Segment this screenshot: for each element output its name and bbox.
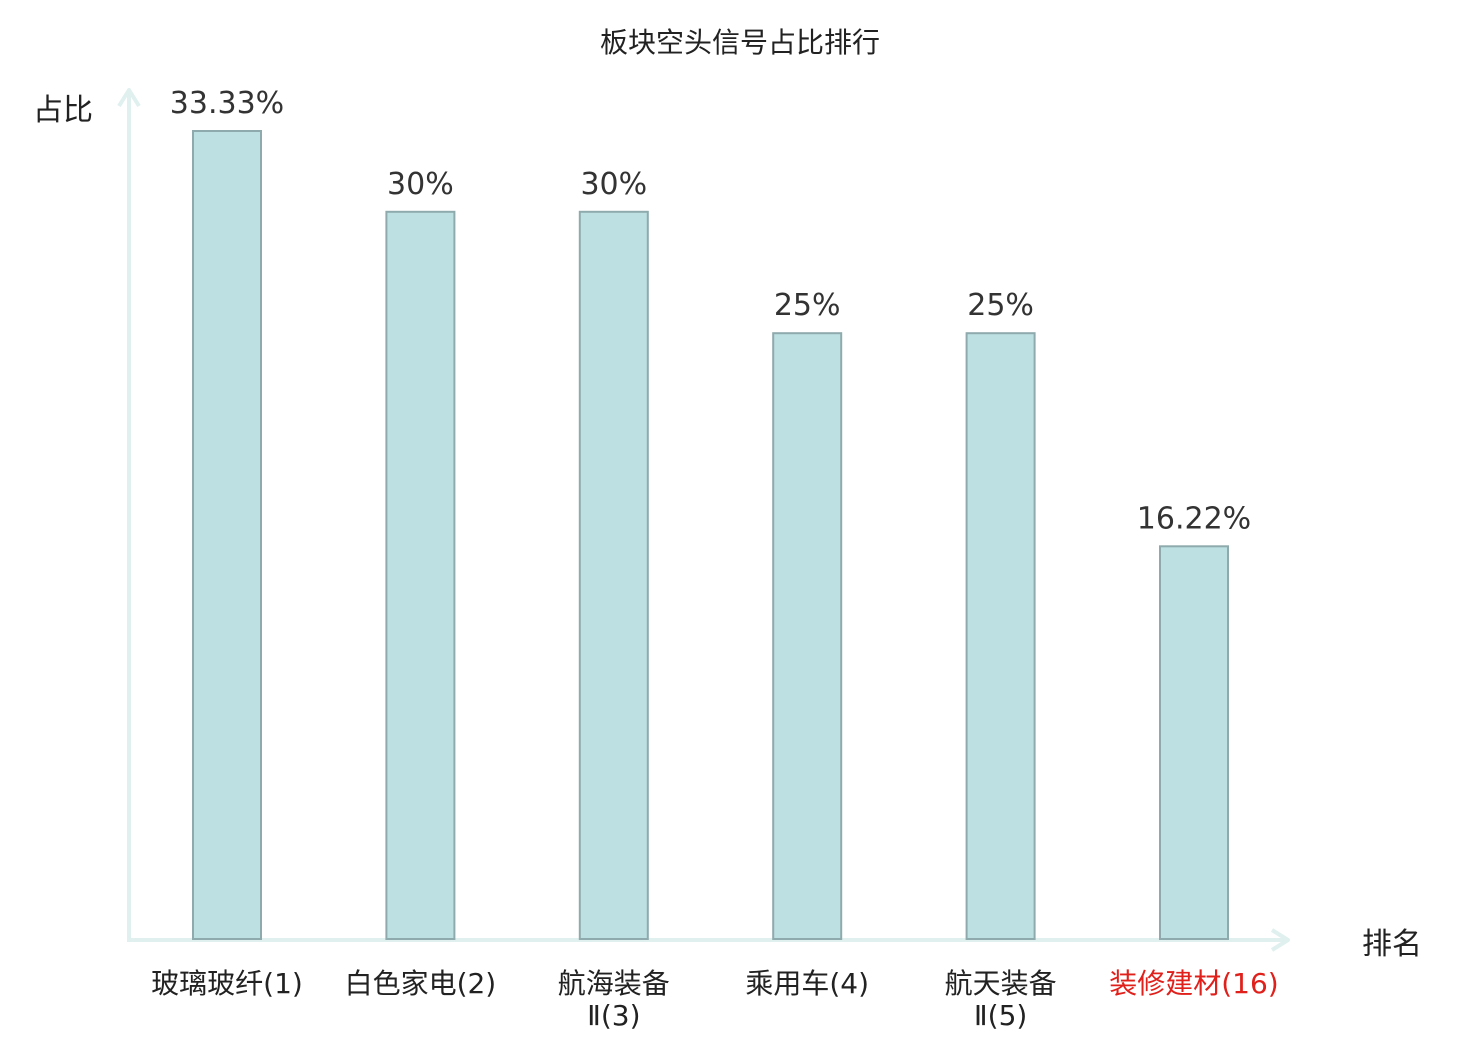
bar-5 [965,332,1036,940]
category-label-5-line-1: 航天装备 [945,967,1057,1000]
value-label-2: 30% [387,167,454,202]
y-axis-label: 占比 [33,93,93,128]
y-axis-arrow [117,88,141,108]
category-label-6: 装修建材(16) [1109,967,1278,1000]
category-label-3-line-1: 航海装备 [558,967,670,1000]
value-label-3: 30% [580,167,647,202]
category-label-5-line-2: Ⅱ(5) [974,999,1027,1032]
value-label-6: 16.22% [1137,501,1251,536]
value-labels-group: 33.33% 30% 30% 25% 25% 16.22% [170,86,1251,536]
bar-3 [578,210,649,941]
category-label-1: 玻璃玻纤(1) [151,967,303,1000]
x-axis-label: 排名 [1362,927,1422,962]
bars-group [192,130,1229,941]
category-label-2: 白色家电(2) [345,967,497,1000]
category-label-4: 乘用车(4) [745,967,869,1000]
category-label-3-line-2: Ⅱ(3) [587,999,640,1032]
bar-1 [192,130,262,940]
chart-title: 板块空头信号占比排行 [600,26,880,59]
bar-2 [385,210,456,941]
bar-4 [772,332,843,940]
bar-6 [1159,545,1229,940]
value-label-1: 33.33% [170,86,284,121]
value-label-4: 25% [774,288,841,323]
x-axis-arrow [1270,928,1290,952]
value-label-5: 25% [967,288,1034,323]
